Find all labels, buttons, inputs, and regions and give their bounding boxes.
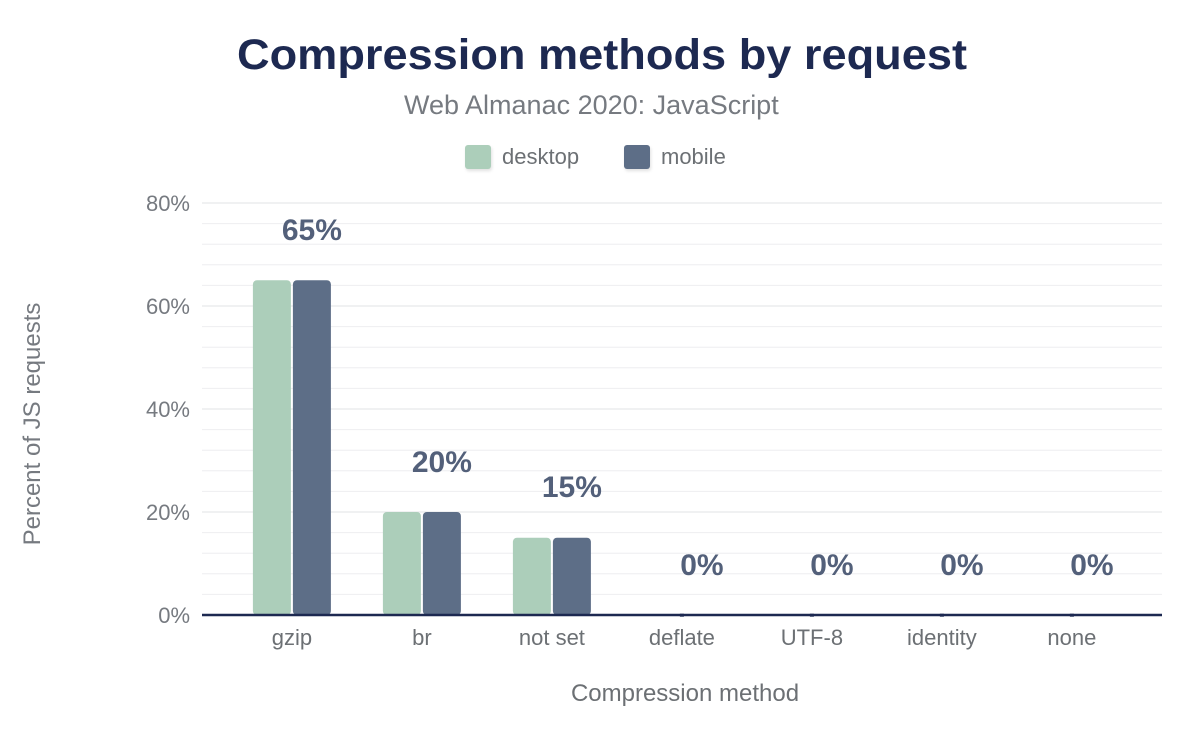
svg-text:gzip: gzip [272,625,312,650]
svg-text:0%: 0% [940,549,983,582]
svg-text:UTF-8: UTF-8 [781,625,843,650]
svg-text:0%: 0% [158,603,190,628]
svg-text:65%: 65% [282,214,342,247]
svg-text:deflate: deflate [649,625,715,650]
svg-text:0%: 0% [810,549,853,582]
svg-text:15%: 15% [542,471,602,504]
svg-text:20%: 20% [146,500,190,525]
svg-text:identity: identity [907,625,977,650]
svg-text:40%: 40% [146,397,190,422]
svg-text:br: br [412,625,432,650]
svg-text:Compression method: Compression method [571,680,799,707]
svg-text:0%: 0% [680,549,723,582]
svg-text:not set: not set [519,625,585,650]
svg-text:none: none [1047,625,1096,650]
svg-text:60%: 60% [146,294,190,319]
svg-text:20%: 20% [412,446,472,479]
svg-text:0%: 0% [1070,549,1113,582]
svg-text:80%: 80% [146,191,190,216]
svg-text:Percent of JS requests: Percent of JS requests [19,303,46,546]
